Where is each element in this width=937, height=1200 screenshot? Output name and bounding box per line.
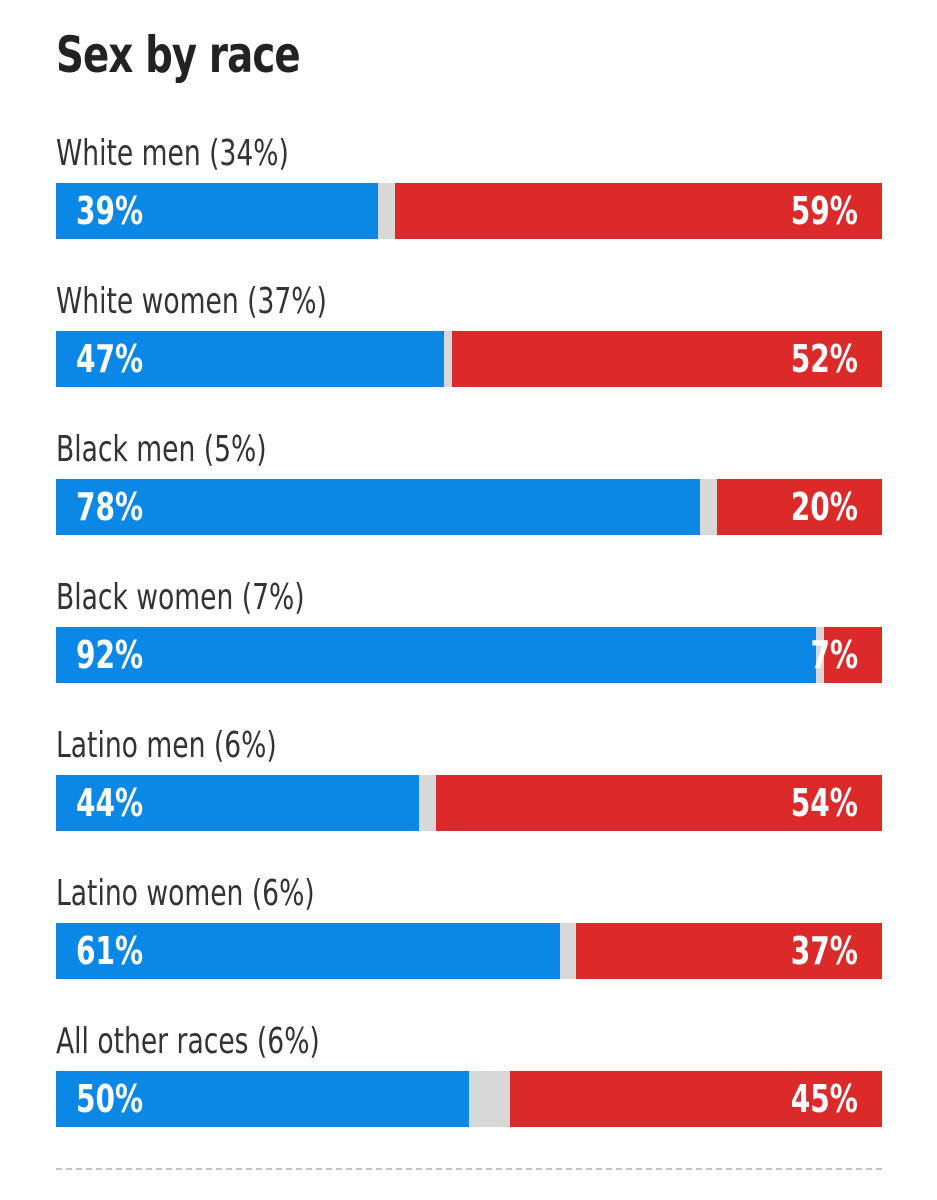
- blue-bar-segment: [56, 1071, 469, 1127]
- blue-bar-segment: [56, 923, 560, 979]
- category-label: Black men (5%): [56, 429, 267, 470]
- blue-bar-segment: [56, 627, 816, 683]
- blue-value-label: 47%: [76, 337, 144, 381]
- red-value-label: 52%: [790, 337, 858, 381]
- chart-title: Sex by race: [56, 26, 301, 84]
- blue-value-label: 92%: [76, 633, 144, 677]
- stacked-bar: 47% 52%: [56, 331, 882, 387]
- red-value-label: 54%: [790, 781, 858, 825]
- red-value-label: 37%: [790, 929, 858, 973]
- dashed-divider: [56, 1168, 882, 1170]
- blue-value-label: 61%: [76, 929, 144, 973]
- stacked-bar: 78% 20%: [56, 479, 882, 535]
- category-label: White men (34%): [56, 133, 289, 174]
- red-bar-segment: [824, 627, 882, 683]
- blue-value-label: 44%: [76, 781, 144, 825]
- blue-value-label: 50%: [76, 1077, 144, 1121]
- blue-bar-segment: [56, 479, 701, 535]
- blue-value-label: 39%: [76, 189, 144, 233]
- red-bar-segment: [435, 775, 882, 831]
- red-bar-segment: [452, 331, 882, 387]
- red-value-label: 7%: [810, 633, 858, 677]
- red-bar-segment: [510, 1071, 882, 1127]
- stacked-bar: 39% 59%: [56, 183, 882, 239]
- red-bar-segment: [394, 183, 882, 239]
- red-value-label: 45%: [790, 1077, 858, 1121]
- category-label: Latino men (6%): [56, 725, 277, 766]
- blue-bar-segment: [56, 775, 420, 831]
- stacked-bar: 50% 45%: [56, 1071, 882, 1127]
- red-value-label: 59%: [790, 189, 858, 233]
- category-label: White women (37%): [56, 281, 327, 322]
- red-bar-segment: [716, 479, 882, 535]
- category-label: Latino women (6%): [56, 873, 315, 914]
- category-label: All other races (6%): [56, 1021, 320, 1062]
- stacked-bar: 92% 7%: [56, 627, 882, 683]
- blue-bar-segment: [56, 183, 379, 239]
- blue-value-label: 78%: [76, 485, 144, 529]
- stacked-bar: 44% 54%: [56, 775, 882, 831]
- red-bar-segment: [576, 923, 882, 979]
- blue-bar-segment: [56, 331, 445, 387]
- category-label: Black women (7%): [56, 577, 305, 618]
- stacked-bar: 61% 37%: [56, 923, 882, 979]
- red-value-label: 20%: [790, 485, 858, 529]
